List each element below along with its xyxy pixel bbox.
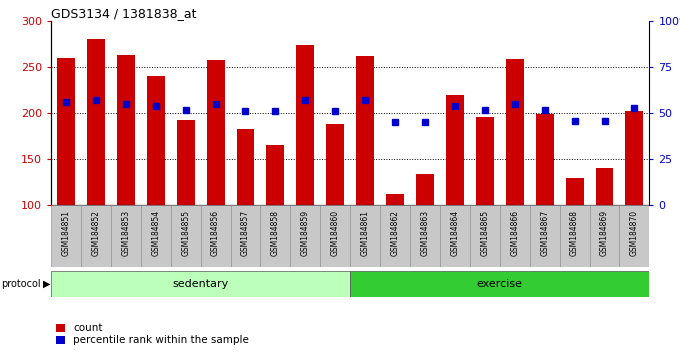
- Text: GSM184863: GSM184863: [420, 210, 430, 256]
- Bar: [111, 205, 141, 267]
- Bar: [87, 39, 105, 205]
- Bar: [440, 205, 470, 267]
- Text: GSM184865: GSM184865: [480, 210, 490, 256]
- Bar: [207, 60, 224, 205]
- Bar: [590, 205, 619, 267]
- Bar: [416, 174, 434, 205]
- Text: GDS3134 / 1381838_at: GDS3134 / 1381838_at: [51, 7, 197, 20]
- Text: GSM184862: GSM184862: [390, 210, 400, 256]
- Bar: [57, 58, 75, 205]
- Bar: [320, 205, 350, 267]
- Text: GSM184869: GSM184869: [600, 210, 609, 256]
- Bar: [51, 205, 81, 267]
- Bar: [626, 112, 643, 205]
- Bar: [51, 271, 350, 297]
- Text: GSM184852: GSM184852: [91, 210, 101, 256]
- Text: GSM184859: GSM184859: [301, 210, 310, 256]
- Bar: [530, 205, 560, 267]
- Bar: [500, 205, 530, 267]
- Bar: [81, 205, 111, 267]
- Text: protocol: protocol: [1, 279, 41, 289]
- Bar: [566, 178, 583, 205]
- Bar: [237, 129, 254, 205]
- Text: sedentary: sedentary: [173, 279, 228, 289]
- Bar: [470, 205, 500, 267]
- Bar: [296, 45, 314, 205]
- Text: GSM184867: GSM184867: [540, 210, 549, 256]
- Text: GSM184864: GSM184864: [450, 210, 460, 256]
- Bar: [201, 205, 231, 267]
- Text: GSM184868: GSM184868: [570, 210, 579, 256]
- Bar: [267, 144, 284, 205]
- Text: GSM184870: GSM184870: [630, 210, 639, 256]
- Bar: [356, 56, 374, 205]
- Bar: [410, 205, 440, 267]
- Text: GSM184858: GSM184858: [271, 210, 280, 256]
- Bar: [147, 76, 165, 205]
- Bar: [350, 205, 380, 267]
- Bar: [290, 205, 320, 267]
- Text: GSM184856: GSM184856: [211, 210, 220, 256]
- Text: exercise: exercise: [477, 279, 523, 289]
- Bar: [476, 117, 494, 205]
- Bar: [596, 167, 613, 205]
- Text: GSM184855: GSM184855: [181, 210, 190, 256]
- Text: GSM184866: GSM184866: [510, 210, 520, 256]
- Text: GSM184853: GSM184853: [121, 210, 131, 256]
- Bar: [350, 271, 649, 297]
- Text: GSM184851: GSM184851: [61, 210, 71, 256]
- Bar: [177, 120, 194, 205]
- Text: GSM184857: GSM184857: [241, 210, 250, 256]
- Legend: count, percentile rank within the sample: count, percentile rank within the sample: [56, 323, 249, 345]
- Bar: [141, 205, 171, 267]
- Bar: [536, 114, 554, 205]
- Text: GSM184854: GSM184854: [151, 210, 160, 256]
- Bar: [380, 205, 410, 267]
- Bar: [260, 205, 290, 267]
- Bar: [446, 95, 464, 205]
- Bar: [506, 59, 524, 205]
- Bar: [326, 124, 344, 205]
- Bar: [117, 55, 135, 205]
- Bar: [386, 194, 404, 205]
- Text: ▶: ▶: [43, 279, 50, 289]
- Text: GSM184860: GSM184860: [330, 210, 340, 256]
- Bar: [171, 205, 201, 267]
- Text: GSM184861: GSM184861: [360, 210, 370, 256]
- Bar: [619, 205, 649, 267]
- Bar: [560, 205, 590, 267]
- Bar: [231, 205, 260, 267]
